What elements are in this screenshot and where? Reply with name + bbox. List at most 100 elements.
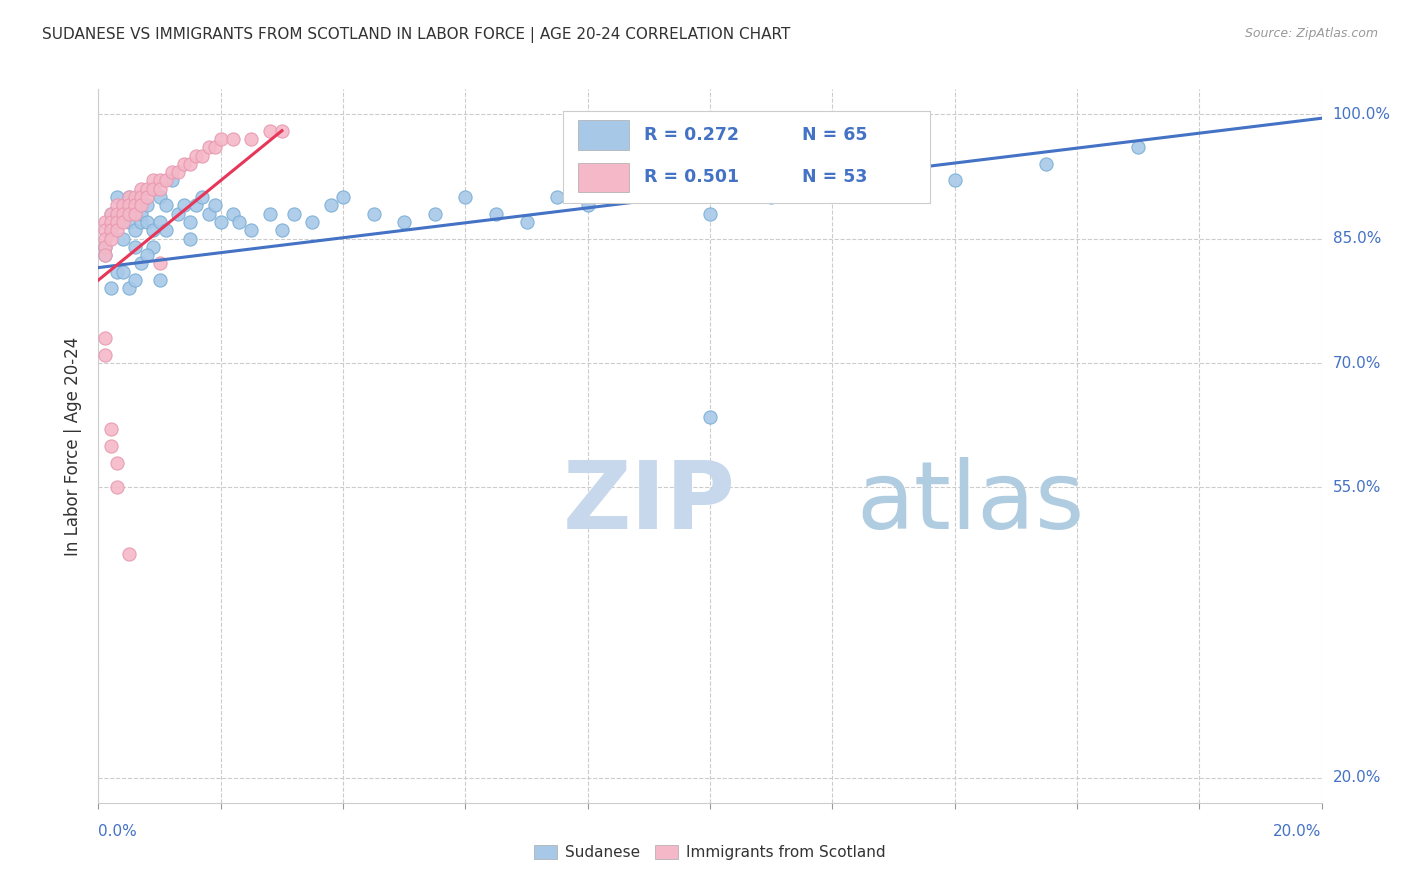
Point [105,190,128,204]
Point [186,198,208,212]
Text: Source: ZipAtlas.com: Source: ZipAtlas.com [1244,27,1378,40]
Text: atlas: atlas [856,457,1085,549]
Point [155,198,177,212]
Point [129,198,152,212]
Point [93,240,115,254]
Point [93,215,115,229]
Point [283,207,305,221]
Point [240,223,263,237]
Point [204,198,226,212]
Point [136,215,159,229]
Point [149,273,172,287]
Point [301,215,323,229]
Point [129,256,152,270]
Point [100,231,122,245]
Point [270,223,292,237]
Point [136,198,159,212]
Point [105,456,128,470]
Point [454,190,477,204]
Point [1035,157,1057,171]
Point [136,248,159,262]
Point [111,207,134,221]
Point [943,173,966,187]
Text: 20.0%: 20.0% [1274,823,1322,838]
Point [167,207,190,221]
Point [129,207,152,221]
Point [319,198,342,212]
Point [100,422,122,436]
Point [100,439,122,453]
Point [100,281,122,295]
Point [93,231,115,245]
Point [179,157,201,171]
Point [124,223,146,237]
Point [111,231,134,245]
Point [546,190,568,204]
Point [149,173,172,187]
Point [118,190,141,204]
Point [118,190,141,204]
Point [93,331,115,345]
Point [129,215,152,229]
Text: 55.0%: 55.0% [1333,480,1381,495]
Point [149,190,172,204]
Point [118,281,141,295]
Point [637,182,661,196]
Point [93,240,115,254]
Point [129,190,152,204]
Y-axis label: In Labor Force | Age 20-24: In Labor Force | Age 20-24 [65,336,83,556]
Point [179,231,201,245]
Point [118,547,141,561]
Point [204,140,226,154]
Point [118,207,141,221]
Point [576,198,599,212]
Point [105,215,128,229]
Point [100,215,122,229]
Text: 70.0%: 70.0% [1333,356,1381,370]
Point [759,190,782,204]
Point [100,207,122,221]
Point [142,223,165,237]
Point [105,207,128,221]
Point [136,190,159,204]
Point [1128,140,1150,154]
Point [363,207,385,221]
Point [105,223,128,237]
Point [124,190,146,204]
Point [118,215,141,229]
Point [167,165,190,179]
Point [111,198,134,212]
Point [100,223,122,237]
Point [222,132,245,146]
Point [93,248,115,262]
Point [197,207,219,221]
Point [100,207,122,221]
Text: ZIP: ZIP [564,457,737,549]
Point [699,409,721,424]
Point [821,182,844,196]
Point [149,256,172,270]
Point [392,215,416,229]
Point [129,182,152,196]
Point [149,215,172,229]
Point [160,165,183,179]
Point [259,207,281,221]
Point [228,215,250,229]
Point [179,215,201,229]
Point [191,190,214,204]
Point [124,207,146,221]
Point [93,248,115,262]
Point [142,240,165,254]
Text: 0.0%: 0.0% [98,823,138,838]
Point [124,198,146,212]
Point [105,198,128,212]
Point [149,182,172,196]
Point [173,157,195,171]
Point [332,190,354,204]
Point [186,148,208,162]
Point [105,265,128,279]
Point [111,265,134,279]
Point [93,348,115,362]
Point [160,173,183,187]
Point [100,223,122,237]
